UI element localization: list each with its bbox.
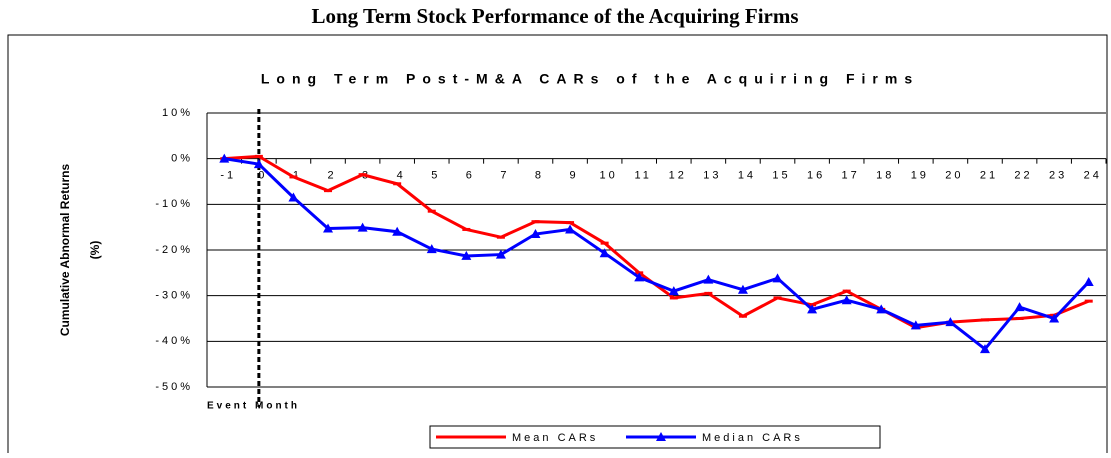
- marker: [772, 273, 783, 283]
- marker: [461, 250, 472, 260]
- x-tick-label: 24: [1084, 170, 1102, 182]
- x-tick-label: 4: [397, 170, 406, 182]
- marker: [426, 244, 437, 254]
- marker: [737, 284, 748, 294]
- x-tick-label: 9: [569, 170, 578, 182]
- marker: [910, 320, 921, 330]
- marker: [530, 229, 541, 239]
- x-tick-label: 12: [669, 170, 687, 182]
- x-tick-label: 2: [327, 170, 336, 182]
- legend-label: Mean CARs: [512, 432, 598, 444]
- marker: [495, 249, 506, 259]
- x-tick-label: 11: [635, 170, 652, 182]
- marker: [392, 226, 403, 236]
- x-axis-label: Event Month: [207, 401, 300, 412]
- page-title: Long Term Stock Performance of the Acqui…: [311, 4, 798, 28]
- legend-label: Median CARs: [702, 432, 803, 444]
- marker: [323, 223, 334, 233]
- chart-title: Long Term Post-M&A CARs of the Acquiring…: [261, 71, 919, 87]
- x-tick-label: -1: [220, 170, 236, 182]
- marker: [253, 159, 264, 169]
- marker: [634, 272, 645, 282]
- x-tick-label: 13: [703, 170, 721, 182]
- x-tick-label: 0: [258, 170, 267, 182]
- y-tick-label: 10%: [162, 107, 193, 119]
- x-tick-label: 16: [807, 170, 825, 182]
- y-axis-label: (%): [88, 241, 102, 260]
- marker: [979, 344, 990, 354]
- x-tick-label: 6: [466, 170, 475, 182]
- x-tick-label: 8: [535, 170, 544, 182]
- marker: [945, 317, 956, 327]
- marker: [841, 295, 852, 305]
- x-tick-label: 14: [738, 170, 756, 182]
- y-tick-label: -20%: [155, 244, 193, 256]
- marker: [807, 304, 818, 314]
- marker: [599, 248, 610, 258]
- marker: [668, 286, 679, 296]
- marker: [288, 192, 299, 202]
- marker: [876, 304, 887, 314]
- chart-frame: [7, 34, 1108, 458]
- y-tick-label: 0%: [171, 153, 193, 165]
- x-tick-label: 17: [842, 170, 860, 182]
- x-tick-label: 23: [1049, 170, 1067, 182]
- x-tick-label: 10: [600, 170, 618, 182]
- marker: [219, 153, 230, 163]
- y-tick-label: -10%: [155, 198, 193, 210]
- series-line: [224, 154, 1090, 330]
- x-tick-label: 5: [431, 170, 440, 182]
- legend-marker: [656, 432, 666, 441]
- x-tick-label: 18: [876, 170, 894, 182]
- marker: [1049, 313, 1060, 323]
- series-line: [224, 157, 1090, 352]
- marker: [703, 274, 714, 284]
- x-tick-label: 15: [772, 170, 790, 182]
- x-tick-label: 22: [1014, 170, 1032, 182]
- marker: [357, 222, 368, 232]
- y-axis-label: Cumulative Abnormal Returns: [58, 164, 72, 337]
- x-tick-label: 21: [980, 170, 998, 182]
- y-tick-label: -50%: [155, 381, 193, 393]
- y-tick-label: -30%: [155, 290, 193, 302]
- marker: [1083, 276, 1094, 286]
- x-tick-label: 7: [500, 170, 509, 182]
- x-tick-label: 20: [945, 170, 963, 182]
- marker: [565, 224, 576, 234]
- y-tick-label: -40%: [155, 335, 193, 347]
- marker: [1014, 302, 1025, 312]
- x-tick-label: 19: [911, 170, 929, 182]
